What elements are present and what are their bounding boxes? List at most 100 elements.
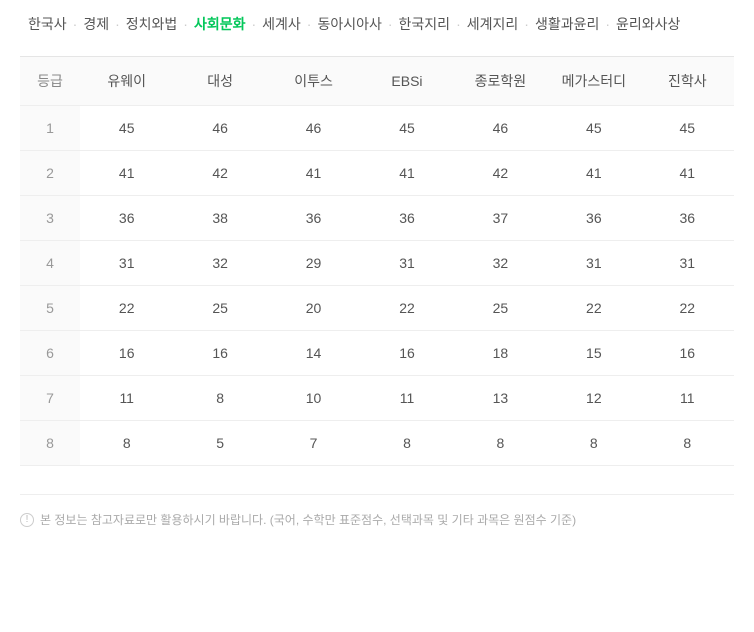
table-row: 431322931323131 bbox=[20, 241, 734, 286]
tab-separator: · bbox=[307, 16, 312, 32]
value-cell: 8 bbox=[173, 376, 266, 421]
tab-item[interactable]: 정치와법 bbox=[126, 16, 178, 32]
value-cell: 13 bbox=[454, 376, 547, 421]
value-cell: 36 bbox=[641, 196, 734, 241]
tab-separator: · bbox=[388, 16, 393, 32]
value-cell: 11 bbox=[360, 376, 453, 421]
value-cell: 7 bbox=[267, 421, 360, 466]
value-cell: 31 bbox=[641, 241, 734, 286]
table-row: 71181011131211 bbox=[20, 376, 734, 421]
value-cell: 22 bbox=[641, 286, 734, 331]
grade-cell: 5 bbox=[20, 286, 80, 331]
value-cell: 41 bbox=[360, 151, 453, 196]
value-cell: 8 bbox=[547, 421, 640, 466]
value-cell: 36 bbox=[80, 196, 173, 241]
value-cell: 31 bbox=[80, 241, 173, 286]
grade-table: 등급유웨이대성이투스EBSi종로학원메가스터디진학사 1454646454645… bbox=[20, 56, 734, 466]
tab-item[interactable]: 한국사 bbox=[28, 16, 67, 32]
grade-header: 등급 bbox=[20, 57, 80, 106]
value-cell: 45 bbox=[641, 106, 734, 151]
value-cell: 46 bbox=[173, 106, 266, 151]
tab-item[interactable]: 한국지리 bbox=[399, 16, 451, 32]
tab-separator: · bbox=[605, 16, 610, 32]
grade-cell: 1 bbox=[20, 106, 80, 151]
value-cell: 32 bbox=[454, 241, 547, 286]
value-cell: 15 bbox=[547, 331, 640, 376]
tab-separator: · bbox=[183, 16, 188, 32]
table-row: 145464645464545 bbox=[20, 106, 734, 151]
value-cell: 29 bbox=[267, 241, 360, 286]
info-icon: ! bbox=[20, 513, 34, 527]
tab-separator: · bbox=[251, 16, 256, 32]
footnote-text: 본 정보는 참고자료로만 활용하시기 바랍니다. (국어, 수학만 표준점수, … bbox=[40, 511, 576, 528]
value-cell: 31 bbox=[360, 241, 453, 286]
value-cell: 31 bbox=[547, 241, 640, 286]
column-header: 진학사 bbox=[641, 57, 734, 106]
column-header: 이투스 bbox=[267, 57, 360, 106]
value-cell: 8 bbox=[80, 421, 173, 466]
tab-item[interactable]: 생활과윤리 bbox=[535, 16, 599, 32]
table-row: 616161416181516 bbox=[20, 331, 734, 376]
value-cell: 18 bbox=[454, 331, 547, 376]
value-cell: 11 bbox=[641, 376, 734, 421]
tab-item[interactable]: 경제 bbox=[83, 16, 109, 32]
value-cell: 8 bbox=[454, 421, 547, 466]
value-cell: 16 bbox=[641, 331, 734, 376]
value-cell: 45 bbox=[547, 106, 640, 151]
tab-separator: · bbox=[73, 16, 78, 32]
column-header: 대성 bbox=[173, 57, 266, 106]
value-cell: 41 bbox=[267, 151, 360, 196]
subject-tabs: 한국사 · 경제 · 정치와법 · 사회문화 · 세계사 · 동아시아사 · 한국지리 · 세계지리 · 생활과… bbox=[20, 10, 734, 38]
value-cell: 42 bbox=[454, 151, 547, 196]
value-cell: 41 bbox=[80, 151, 173, 196]
value-cell: 14 bbox=[267, 331, 360, 376]
value-cell: 12 bbox=[547, 376, 640, 421]
value-cell: 8 bbox=[360, 421, 453, 466]
value-cell: 22 bbox=[547, 286, 640, 331]
value-cell: 16 bbox=[80, 331, 173, 376]
grade-cell: 2 bbox=[20, 151, 80, 196]
value-cell: 46 bbox=[267, 106, 360, 151]
value-cell: 16 bbox=[360, 331, 453, 376]
tab-separator: · bbox=[456, 16, 461, 32]
value-cell: 37 bbox=[454, 196, 547, 241]
value-cell: 36 bbox=[360, 196, 453, 241]
grade-cell: 4 bbox=[20, 241, 80, 286]
grade-cell: 8 bbox=[20, 421, 80, 466]
footnote: ! 본 정보는 참고자료로만 활용하시기 바랍니다. (국어, 수학만 표준점수… bbox=[20, 494, 734, 528]
grade-cell: 3 bbox=[20, 196, 80, 241]
value-cell: 11 bbox=[80, 376, 173, 421]
tab-separator: · bbox=[524, 16, 529, 32]
grade-cell: 7 bbox=[20, 376, 80, 421]
value-cell: 25 bbox=[454, 286, 547, 331]
value-cell: 45 bbox=[360, 106, 453, 151]
column-header: 종로학원 bbox=[454, 57, 547, 106]
value-cell: 10 bbox=[267, 376, 360, 421]
tab-item[interactable]: 윤리와사상 bbox=[616, 16, 680, 32]
value-cell: 38 bbox=[173, 196, 266, 241]
value-cell: 25 bbox=[173, 286, 266, 331]
table-row: 522252022252222 bbox=[20, 286, 734, 331]
tab-separator: · bbox=[115, 16, 120, 32]
value-cell: 20 bbox=[267, 286, 360, 331]
tab-item[interactable]: 세계지리 bbox=[467, 16, 519, 32]
tab-item[interactable]: 세계사 bbox=[262, 16, 301, 32]
value-cell: 32 bbox=[173, 241, 266, 286]
value-cell: 45 bbox=[80, 106, 173, 151]
value-cell: 16 bbox=[173, 331, 266, 376]
column-header: 유웨이 bbox=[80, 57, 173, 106]
value-cell: 36 bbox=[547, 196, 640, 241]
value-cell: 5 bbox=[173, 421, 266, 466]
table-row: 88578888 bbox=[20, 421, 734, 466]
value-cell: 41 bbox=[547, 151, 640, 196]
tab-item[interactable]: 사회문화 bbox=[194, 16, 246, 32]
value-cell: 41 bbox=[641, 151, 734, 196]
tab-item[interactable]: 동아시아사 bbox=[317, 16, 381, 32]
column-header: 메가스터디 bbox=[547, 57, 640, 106]
value-cell: 22 bbox=[360, 286, 453, 331]
value-cell: 42 bbox=[173, 151, 266, 196]
table-row: 336383636373636 bbox=[20, 196, 734, 241]
value-cell: 22 bbox=[80, 286, 173, 331]
table-row: 241424141424141 bbox=[20, 151, 734, 196]
value-cell: 46 bbox=[454, 106, 547, 151]
